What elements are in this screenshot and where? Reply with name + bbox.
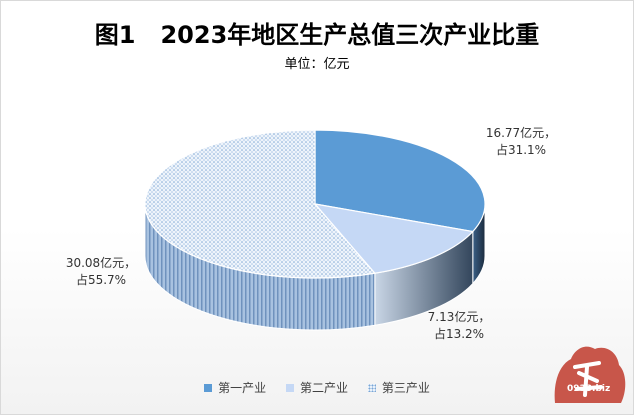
chart-subtitle: 单位：亿元 bbox=[284, 57, 350, 72]
data-label-tertiary-share: 占55.7% bbox=[76, 272, 126, 287]
pie-data-labels: 16.77亿元， 占31.1% 7.13亿元， 占13.2% 30.08亿元， 占55.7… bbox=[66, 125, 556, 341]
data-label-primary-share: 占31.1% bbox=[496, 142, 546, 157]
data-label-secondary-value: 7.13亿元， bbox=[428, 309, 491, 324]
chart-title: 图1 2023年地区生产总值三次产业比重 bbox=[94, 21, 540, 49]
pie-tops bbox=[144, 129, 486, 279]
pie-sides bbox=[144, 203, 486, 331]
legend-swatch-secondary bbox=[285, 384, 294, 392]
chart-legend: 第一产业 第二产业 第三产业 bbox=[1, 379, 633, 396]
pie-slice-primary bbox=[314, 129, 486, 233]
legend-swatch-tertiary bbox=[367, 384, 376, 392]
legend-label-secondary: 第二产业 bbox=[299, 381, 348, 395]
data-label-secondary-share: 占13.2% bbox=[434, 326, 484, 341]
data-label-tertiary-value: 30.08亿元， bbox=[66, 255, 136, 270]
watermark-text: 0933.biz bbox=[567, 384, 611, 394]
legend-label-primary: 第一产业 bbox=[218, 381, 267, 395]
legend-item-primary: 第一产业 bbox=[204, 379, 266, 396]
data-label-primary-value: 16.77亿元， bbox=[486, 125, 556, 140]
pie-slice-secondary bbox=[313, 203, 474, 274]
legend-item-secondary: 第二产业 bbox=[285, 379, 348, 396]
legend-item-tertiary: 第三产业 bbox=[367, 379, 430, 396]
site-watermark-logo bbox=[554, 346, 626, 403]
pie-slice-tertiary bbox=[144, 129, 376, 279]
legend-swatch-primary bbox=[204, 384, 213, 392]
legend-label-tertiary: 第三产业 bbox=[381, 381, 430, 395]
